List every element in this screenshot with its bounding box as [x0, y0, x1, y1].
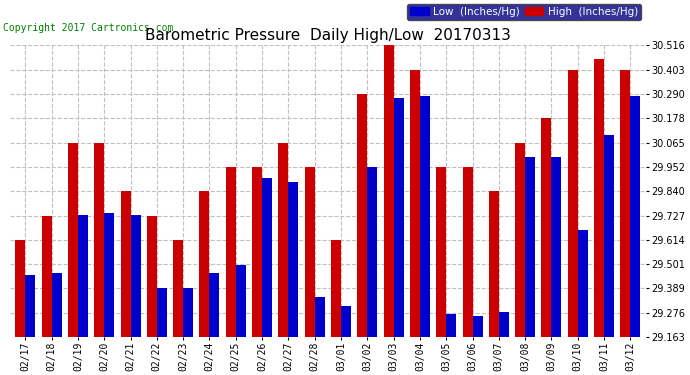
Bar: [121, 191, 130, 337]
Bar: [515, 142, 525, 337]
Bar: [410, 69, 420, 337]
Bar: [367, 167, 377, 337]
Bar: [173, 240, 183, 337]
Bar: [262, 178, 272, 337]
Bar: [594, 59, 604, 337]
Bar: [568, 69, 578, 337]
Bar: [315, 297, 325, 337]
Bar: [436, 167, 446, 337]
Bar: [305, 167, 315, 337]
Title: Barometric Pressure  Daily High/Low  20170313: Barometric Pressure Daily High/Low 20170…: [145, 28, 511, 43]
Text: Copyright 2017 Cartronics.com: Copyright 2017 Cartronics.com: [3, 24, 173, 33]
Bar: [147, 216, 157, 337]
Bar: [278, 142, 288, 337]
Bar: [252, 167, 262, 337]
Bar: [15, 240, 26, 337]
Bar: [236, 264, 246, 337]
Bar: [26, 275, 35, 337]
Bar: [210, 273, 219, 337]
Bar: [446, 314, 456, 337]
Bar: [52, 273, 61, 337]
Bar: [68, 142, 78, 337]
Bar: [499, 312, 509, 337]
Bar: [489, 191, 499, 337]
Bar: [130, 215, 141, 337]
Bar: [525, 157, 535, 337]
Bar: [631, 96, 640, 337]
Bar: [199, 191, 210, 337]
Bar: [331, 240, 341, 337]
Bar: [357, 94, 367, 337]
Bar: [288, 183, 298, 337]
Bar: [104, 213, 115, 337]
Bar: [341, 306, 351, 337]
Bar: [473, 316, 482, 337]
Bar: [620, 69, 631, 337]
Bar: [78, 215, 88, 337]
Bar: [393, 98, 404, 337]
Bar: [551, 157, 562, 337]
Legend: Low  (Inches/Hg), High  (Inches/Hg): Low (Inches/Hg), High (Inches/Hg): [406, 4, 641, 20]
Bar: [384, 45, 393, 337]
Bar: [157, 288, 167, 337]
Bar: [226, 167, 236, 337]
Bar: [604, 135, 614, 337]
Bar: [542, 118, 551, 337]
Bar: [462, 167, 473, 337]
Bar: [420, 96, 430, 337]
Bar: [41, 216, 52, 337]
Bar: [578, 230, 588, 337]
Bar: [183, 288, 193, 337]
Bar: [95, 142, 104, 337]
